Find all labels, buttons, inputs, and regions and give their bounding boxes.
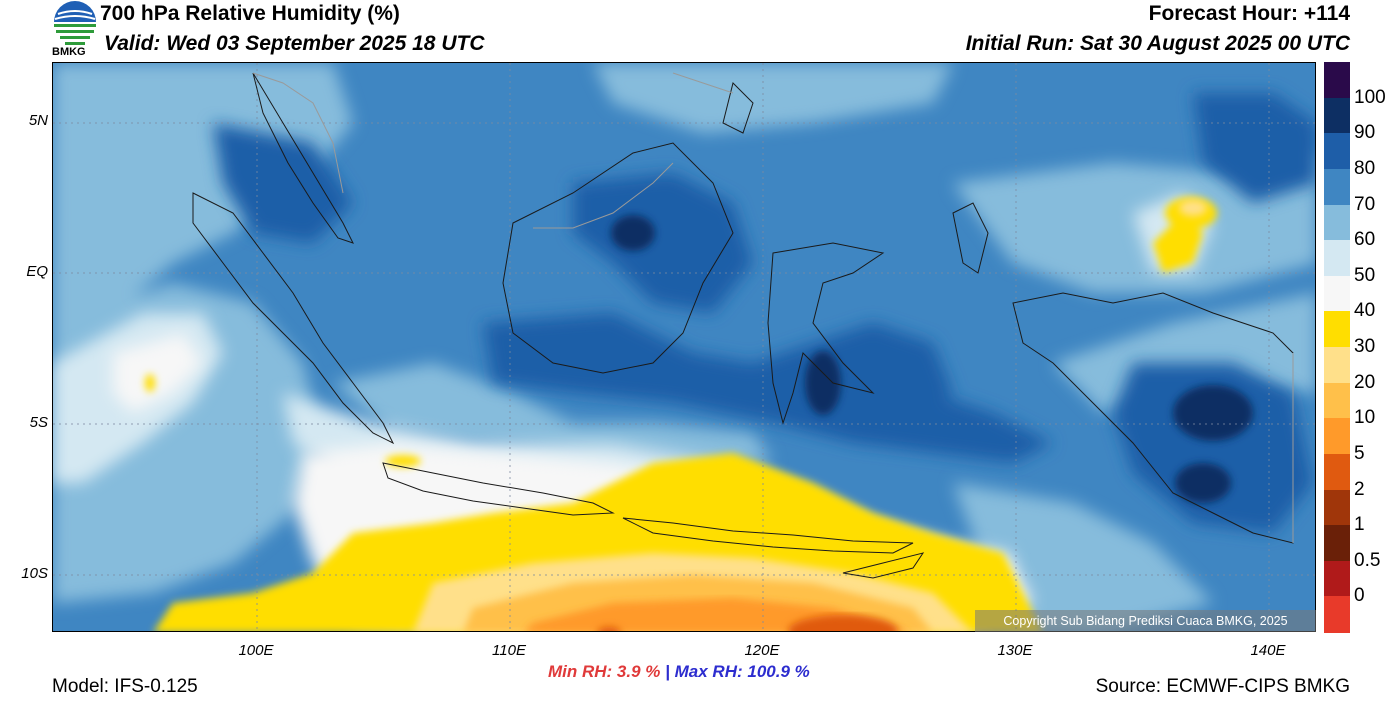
- lon-label-130e: 130E: [997, 642, 1033, 659]
- initial-run: Initial Run: Sat 30 August 2025 00 UTC: [965, 32, 1350, 55]
- colorbar-swatch: [1324, 347, 1350, 384]
- colorbar-label: 60: [1354, 229, 1376, 251]
- colorbar-swatch: [1324, 596, 1350, 633]
- colorbar-swatch: [1324, 453, 1350, 490]
- colorbar-swatch: [1324, 168, 1350, 205]
- colorbar-label: 20: [1354, 371, 1376, 393]
- colorbar-label: 100: [1354, 86, 1386, 108]
- lon-label-110e: 110E: [492, 642, 526, 659]
- colorbar-label: 10: [1354, 407, 1376, 429]
- colorbar-label: 2: [1354, 478, 1365, 500]
- copyright-notice: Copyright Sub Bidang Prediksi Cuaca BMKG…: [975, 610, 1316, 632]
- colorbar-swatch: [1324, 418, 1350, 455]
- lat-label-5s: 5S: [29, 414, 48, 431]
- colorbar-swatch: [1324, 525, 1350, 562]
- min-rh: Min RH: 3.9 %: [548, 662, 661, 681]
- lon-label-120e: 120E: [744, 642, 780, 659]
- bmkg-logo-text: BMKG: [52, 46, 86, 58]
- lat-label-5n: 5N: [28, 112, 48, 129]
- colorbar-swatch: [1324, 62, 1350, 99]
- lon-label-100e: 100E: [238, 642, 274, 659]
- colorbar-swatch: [1324, 240, 1350, 277]
- humidity-map: [52, 62, 1316, 632]
- colorbar-label: 0.5: [1354, 549, 1381, 571]
- colorbar-label: 1: [1354, 514, 1365, 536]
- rh-stats: Min RH: 3.9 % | Max RH: 100.9 %: [548, 662, 810, 682]
- colorbar-label: 0: [1354, 585, 1365, 607]
- map-title: 700 hPa Relative Humidity (%): [100, 2, 400, 25]
- colorbar-swatch: [1324, 311, 1350, 348]
- colorbar-label: 5: [1354, 442, 1365, 464]
- stats-separator: |: [665, 662, 670, 681]
- colorbar-swatch: [1324, 382, 1350, 419]
- valid-time: Valid: Wed 03 September 2025 18 UTC: [104, 32, 485, 55]
- colorbar-label: 50: [1354, 264, 1376, 286]
- bmkg-logo-icon: [50, 0, 100, 60]
- colorbar-label: 30: [1354, 336, 1376, 357]
- colorbar-swatch: [1324, 133, 1350, 170]
- colorbar-label: 70: [1354, 193, 1376, 215]
- colorbar-swatch: [1324, 560, 1350, 597]
- forecast-hour: Forecast Hour: +114: [1148, 2, 1350, 25]
- colorbar-label: 40: [1354, 300, 1376, 322]
- colorbar-swatch: [1324, 97, 1350, 134]
- source-label: Source: ECMWF-CIPS BMKG: [1095, 676, 1350, 697]
- humidity-field: [53, 63, 1315, 631]
- colorbar-label: 80: [1354, 157, 1376, 179]
- colorbar-swatch: [1324, 275, 1350, 312]
- lon-label-140e: 140E: [1250, 642, 1286, 659]
- model-label: Model: IFS-0.125: [52, 676, 198, 697]
- colorbar: [1324, 62, 1350, 633]
- colorbar-label: 90: [1354, 122, 1376, 144]
- colorbar-swatch: [1324, 204, 1350, 241]
- lat-label-10s: 10S: [21, 565, 48, 582]
- max-rh: Max RH: 100.9 %: [674, 662, 810, 681]
- lat-label-eq: EQ: [26, 263, 48, 280]
- colorbar-swatch: [1324, 489, 1350, 526]
